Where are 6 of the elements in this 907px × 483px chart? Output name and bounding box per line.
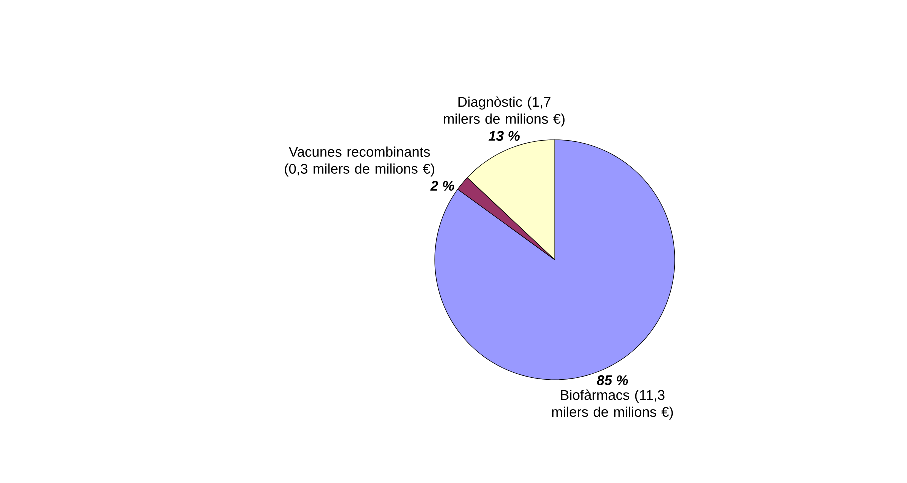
data-label: 13 %: [488, 131, 520, 142]
slice-label: Biofàrmacs (11,3 milers de milions €): [552, 390, 674, 420]
slice-label: Diagnòstic (1,7 milers de milions €): [444, 96, 565, 127]
data-label: 85 %: [597, 376, 628, 386]
slice-label: Vacunes recombinants (0,3 milers de milions €): [285, 146, 434, 177]
data-label: 2 %: [430, 181, 454, 191]
